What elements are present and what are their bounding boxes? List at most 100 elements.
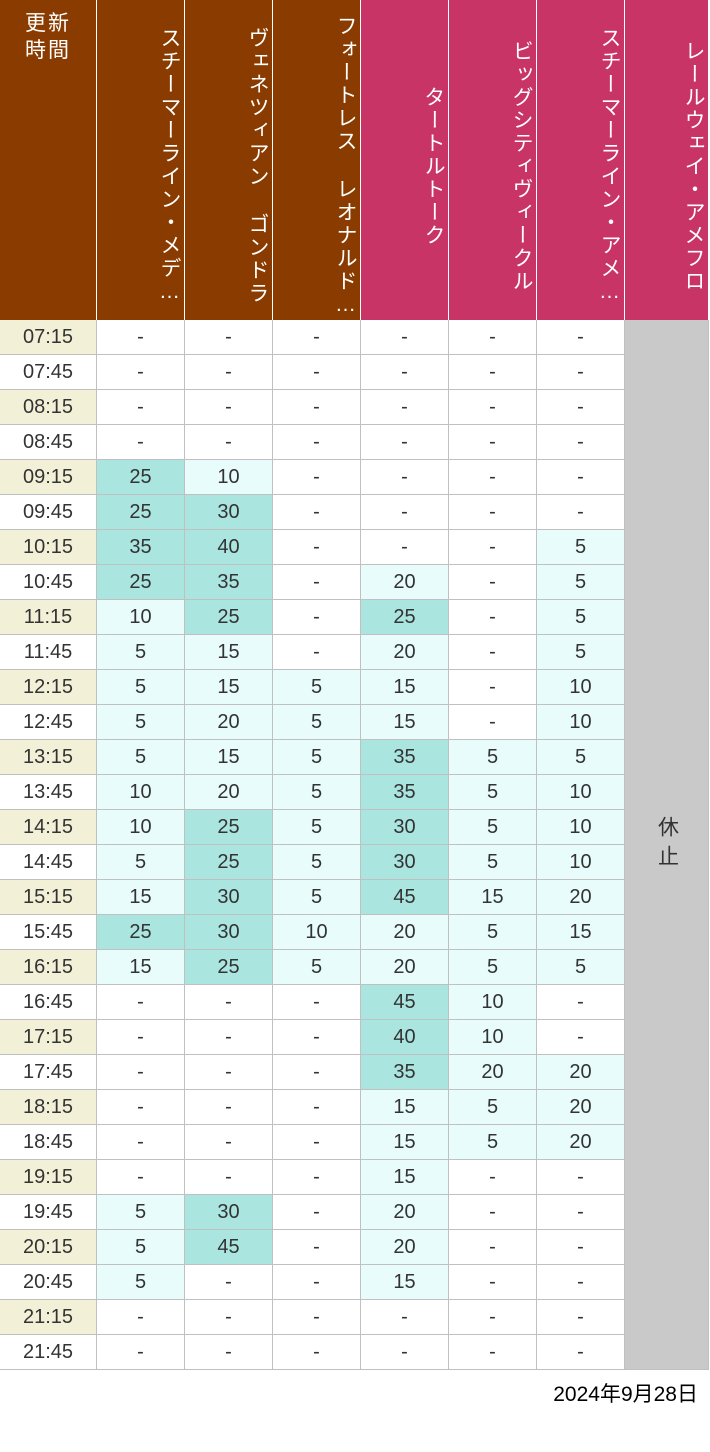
time-cell: 18:15 [0, 1090, 97, 1125]
wait-time-cell: - [361, 460, 449, 495]
wait-time-cell: - [537, 1020, 625, 1055]
table-row: 14:45525530510 [0, 845, 710, 880]
wait-time-cell: - [97, 985, 185, 1020]
table-row: 07:45------ [0, 355, 710, 390]
table-row: 17:15---4010- [0, 1020, 710, 1055]
wait-time-cell: - [449, 1230, 537, 1265]
wait-time-cell: - [361, 1300, 449, 1335]
wait-time-cell: - [361, 320, 449, 355]
time-cell: 11:45 [0, 635, 97, 670]
wait-time-cell: 35 [97, 530, 185, 565]
wait-time-cell: - [185, 355, 273, 390]
wait-time-cell: - [185, 1125, 273, 1160]
wait-time-cell: 5 [273, 810, 361, 845]
wait-time-cell: - [537, 985, 625, 1020]
wait-time-cell: - [185, 1300, 273, 1335]
wait-time-cell: 20 [361, 950, 449, 985]
wait-time-cell: - [185, 1090, 273, 1125]
wait-time-cell: - [449, 320, 537, 355]
wait-time-cell: 5 [97, 740, 185, 775]
wait-time-cell: - [273, 565, 361, 600]
time-cell: 16:45 [0, 985, 97, 1020]
wait-time-cell: 25 [97, 565, 185, 600]
wait-time-cell: 20 [361, 635, 449, 670]
wait-time-cell: 20 [185, 705, 273, 740]
wait-time-cell: 40 [185, 530, 273, 565]
wait-time-cell: 10 [537, 705, 625, 740]
time-cell: 08:15 [0, 390, 97, 425]
wait-time-cell: 5 [449, 810, 537, 845]
wait-time-cell: - [273, 1335, 361, 1370]
wait-time-cell: 10 [185, 460, 273, 495]
wait-time-cell: 5 [537, 565, 625, 600]
wait-time-cell: 20 [537, 1125, 625, 1160]
wait-time-cell: - [449, 390, 537, 425]
wait-time-cell: 5 [97, 1265, 185, 1300]
wait-time-cell: 15 [97, 880, 185, 915]
wait-time-table: 更新時間スチーマーライン・メデ…ヴェネツィアン ゴンドラフォートレス レオナルド… [0, 0, 710, 1370]
wait-time-cell: 5 [449, 845, 537, 880]
wait-time-cell: - [273, 460, 361, 495]
wait-time-cell: - [537, 1160, 625, 1195]
table-row: 11:151025-25-5 [0, 600, 710, 635]
wait-time-cell: - [449, 1335, 537, 1370]
time-cell: 07:15 [0, 320, 97, 355]
wait-time-cell: - [537, 1230, 625, 1265]
table-row: 08:15------ [0, 390, 710, 425]
wait-time-cell: 20 [537, 880, 625, 915]
wait-time-cell: - [97, 355, 185, 390]
wait-time-cell: - [97, 1020, 185, 1055]
time-cell: 21:45 [0, 1335, 97, 1370]
wait-time-cell: - [273, 1055, 361, 1090]
wait-time-cell: - [273, 1160, 361, 1195]
wait-time-cell: - [273, 1230, 361, 1265]
wait-time-cell: - [449, 1300, 537, 1335]
header-attraction: スチーマーライン・メデ… [97, 0, 185, 320]
header-attraction: レールウェイ・アメフロ [625, 0, 709, 320]
time-cell: 17:45 [0, 1055, 97, 1090]
time-cell: 17:15 [0, 1020, 97, 1055]
table-row: 08:45------ [0, 425, 710, 460]
time-cell: 21:15 [0, 1300, 97, 1335]
wait-time-cell: 5 [97, 670, 185, 705]
wait-time-cell: 20 [361, 1195, 449, 1230]
suspended-cell: 休止 [625, 320, 709, 1370]
wait-time-cell: - [185, 1160, 273, 1195]
wait-time-cell: - [361, 530, 449, 565]
header-attraction: タートルトーク [361, 0, 449, 320]
wait-time-cell: 15 [537, 915, 625, 950]
wait-time-cell: - [449, 530, 537, 565]
table-row: 07:15------休止 [0, 320, 710, 355]
wait-time-cell: - [449, 705, 537, 740]
time-cell: 16:15 [0, 950, 97, 985]
wait-time-cell: 10 [449, 1020, 537, 1055]
wait-time-cell: - [273, 1090, 361, 1125]
wait-time-cell: - [361, 495, 449, 530]
wait-time-cell: 45 [185, 1230, 273, 1265]
wait-time-cell: 25 [97, 915, 185, 950]
wait-time-cell: - [361, 355, 449, 390]
wait-time-cell: - [361, 425, 449, 460]
header-attraction: スチーマーライン・アメ… [537, 0, 625, 320]
wait-time-cell: - [537, 355, 625, 390]
wait-time-cell: 35 [361, 740, 449, 775]
wait-time-cell: 25 [185, 950, 273, 985]
wait-time-cell: 20 [361, 565, 449, 600]
time-cell: 07:45 [0, 355, 97, 390]
wait-time-cell: 5 [273, 880, 361, 915]
wait-time-cell: - [97, 1125, 185, 1160]
wait-time-cell: - [537, 1195, 625, 1230]
wait-time-cell: - [537, 460, 625, 495]
table-row: 13:451020535510 [0, 775, 710, 810]
wait-time-cell: - [273, 320, 361, 355]
wait-time-cell: - [97, 390, 185, 425]
wait-time-cell: 10 [97, 600, 185, 635]
wait-time-cell: - [537, 1265, 625, 1300]
wait-time-cell: - [449, 600, 537, 635]
wait-time-cell: 30 [185, 495, 273, 530]
wait-time-cell: 30 [185, 915, 273, 950]
wait-time-cell: 30 [361, 845, 449, 880]
table-row: 16:45---4510- [0, 985, 710, 1020]
time-cell: 09:15 [0, 460, 97, 495]
wait-time-cell: - [273, 355, 361, 390]
